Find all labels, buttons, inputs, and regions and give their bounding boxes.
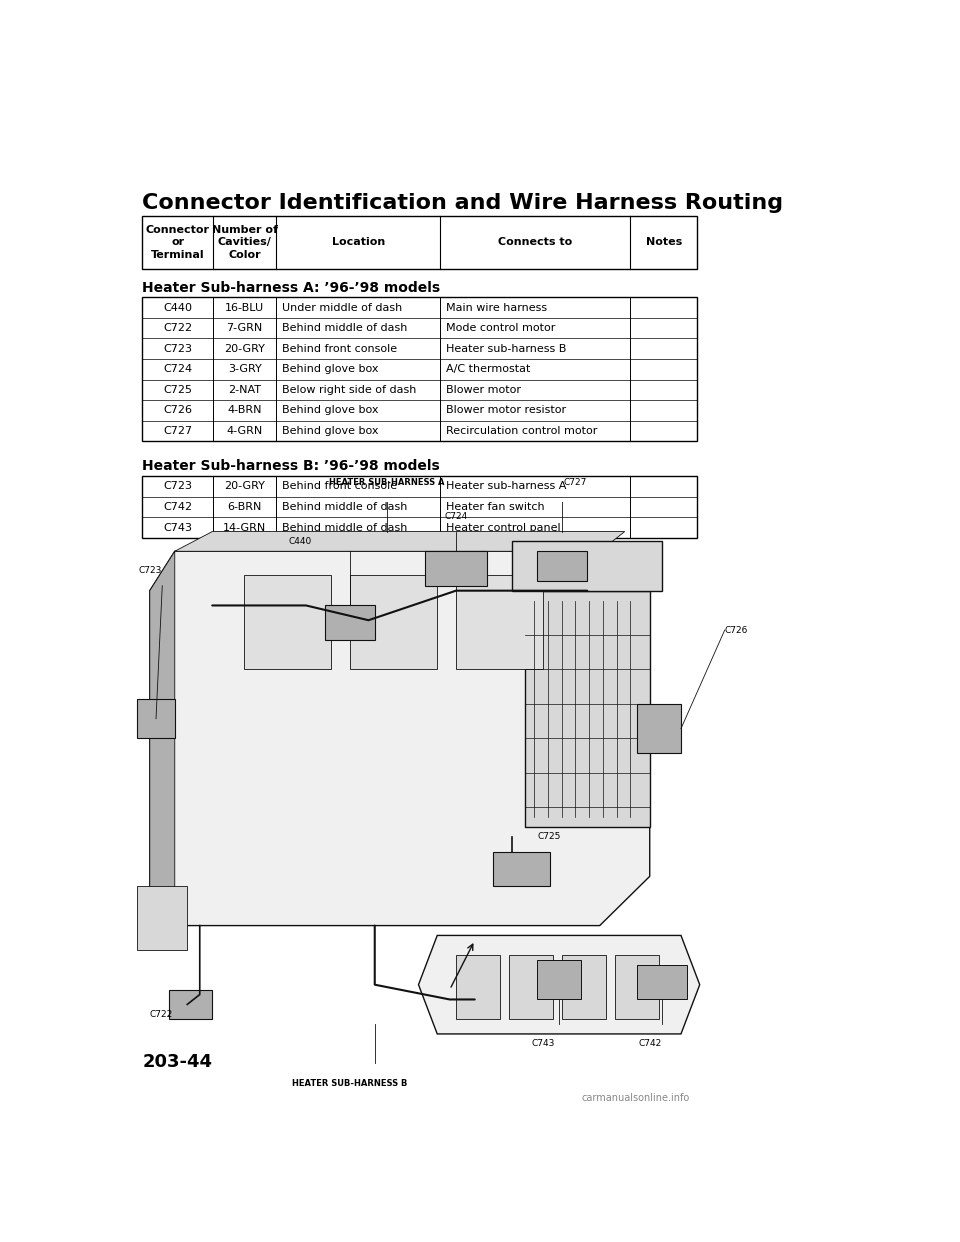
Text: 7-GRN: 7-GRN <box>227 323 263 333</box>
Text: C727: C727 <box>163 426 192 436</box>
Polygon shape <box>419 935 700 1033</box>
Polygon shape <box>525 591 650 827</box>
Text: 20-GRY: 20-GRY <box>225 344 265 354</box>
Text: C440: C440 <box>163 303 192 313</box>
Polygon shape <box>637 965 687 1000</box>
Text: Heater control panel: Heater control panel <box>445 523 560 533</box>
Polygon shape <box>137 887 187 950</box>
Text: C742: C742 <box>163 502 192 512</box>
Text: Behind middle of dash: Behind middle of dash <box>281 523 407 533</box>
Text: 2-NAT: 2-NAT <box>228 385 261 395</box>
Polygon shape <box>424 551 488 586</box>
Text: C727: C727 <box>564 478 587 487</box>
Text: C726: C726 <box>725 626 748 635</box>
Polygon shape <box>169 990 212 1020</box>
Text: Behind middle of dash: Behind middle of dash <box>281 502 407 512</box>
Text: C722: C722 <box>150 1010 173 1018</box>
Text: Heater Sub-harness A: ’96-’98 models: Heater Sub-harness A: ’96-’98 models <box>142 281 441 296</box>
Text: C743: C743 <box>163 523 192 533</box>
Text: HEATER SUB-HARNESS B: HEATER SUB-HARNESS B <box>292 1079 407 1088</box>
Text: Heater sub-harness A: Heater sub-harness A <box>445 482 565 492</box>
Text: carmanualsonline.info: carmanualsonline.info <box>581 1093 689 1103</box>
Polygon shape <box>509 955 553 1020</box>
Text: 4-GRN: 4-GRN <box>227 426 263 436</box>
Text: C725: C725 <box>163 385 192 395</box>
Text: Notes: Notes <box>645 237 682 247</box>
Text: C725: C725 <box>538 832 561 841</box>
Polygon shape <box>150 551 175 925</box>
Text: 16-BLU: 16-BLU <box>225 303 264 313</box>
Text: 6-BRN: 6-BRN <box>228 502 262 512</box>
Text: Connector
or
Terminal: Connector or Terminal <box>146 225 209 260</box>
Polygon shape <box>324 605 374 640</box>
Text: Blower motor: Blower motor <box>445 385 520 395</box>
Text: Behind middle of dash: Behind middle of dash <box>281 323 407 333</box>
Text: Heater Sub-harness B: ’96-’98 models: Heater Sub-harness B: ’96-’98 models <box>142 458 440 473</box>
Text: Heater fan switch: Heater fan switch <box>445 502 544 512</box>
Polygon shape <box>615 955 660 1020</box>
Text: Behind front console: Behind front console <box>281 344 396 354</box>
Text: C723: C723 <box>163 344 192 354</box>
Polygon shape <box>150 551 650 925</box>
Bar <box>142 216 697 268</box>
Polygon shape <box>137 699 175 739</box>
Text: HEATER SUB-HARNESS A: HEATER SUB-HARNESS A <box>329 478 445 487</box>
Text: Main wire harness: Main wire harness <box>445 303 546 313</box>
Polygon shape <box>538 960 581 1000</box>
Text: C440: C440 <box>288 537 311 546</box>
Text: C724: C724 <box>444 512 468 522</box>
Text: C723: C723 <box>163 482 192 492</box>
Text: Under middle of dash: Under middle of dash <box>281 303 402 313</box>
Bar <box>142 297 697 441</box>
Text: C743: C743 <box>532 1040 555 1048</box>
Text: Behind glove box: Behind glove box <box>281 364 378 374</box>
Polygon shape <box>349 575 437 669</box>
Polygon shape <box>538 551 588 581</box>
Polygon shape <box>456 955 500 1020</box>
Polygon shape <box>563 955 606 1020</box>
Text: Behind glove box: Behind glove box <box>281 405 378 415</box>
Text: Connects to: Connects to <box>498 237 572 247</box>
Text: Behind front console: Behind front console <box>281 482 396 492</box>
Text: Mode control motor: Mode control motor <box>445 323 555 333</box>
Text: 203-44: 203-44 <box>142 1053 212 1071</box>
Polygon shape <box>513 542 662 591</box>
Text: Number of
Cavities/
Color: Number of Cavities/ Color <box>211 225 277 260</box>
Text: Behind glove box: Behind glove box <box>281 426 378 436</box>
Polygon shape <box>175 532 625 551</box>
Text: Blower motor resistor: Blower motor resistor <box>445 405 565 415</box>
Polygon shape <box>456 575 543 669</box>
Polygon shape <box>244 575 331 669</box>
Polygon shape <box>493 852 550 887</box>
Text: Below right side of dash: Below right side of dash <box>281 385 416 395</box>
Text: Recirculation control motor: Recirculation control motor <box>445 426 597 436</box>
Text: Heater sub-harness B: Heater sub-harness B <box>445 344 565 354</box>
Text: C724: C724 <box>163 364 192 374</box>
Text: 3-GRY: 3-GRY <box>228 364 261 374</box>
Text: C722: C722 <box>163 323 192 333</box>
Text: 14-GRN: 14-GRN <box>223 523 266 533</box>
Text: Location: Location <box>332 237 385 247</box>
Text: C723: C723 <box>138 566 161 575</box>
Text: Connector Identification and Wire Harness Routing: Connector Identification and Wire Harnes… <box>142 193 783 214</box>
Text: C742: C742 <box>638 1040 661 1048</box>
Text: 4-BRN: 4-BRN <box>228 405 262 415</box>
Text: C726: C726 <box>163 405 192 415</box>
Polygon shape <box>637 704 681 753</box>
Text: 20-GRY: 20-GRY <box>225 482 265 492</box>
Bar <box>142 476 697 538</box>
Text: A/C thermostat: A/C thermostat <box>445 364 530 374</box>
